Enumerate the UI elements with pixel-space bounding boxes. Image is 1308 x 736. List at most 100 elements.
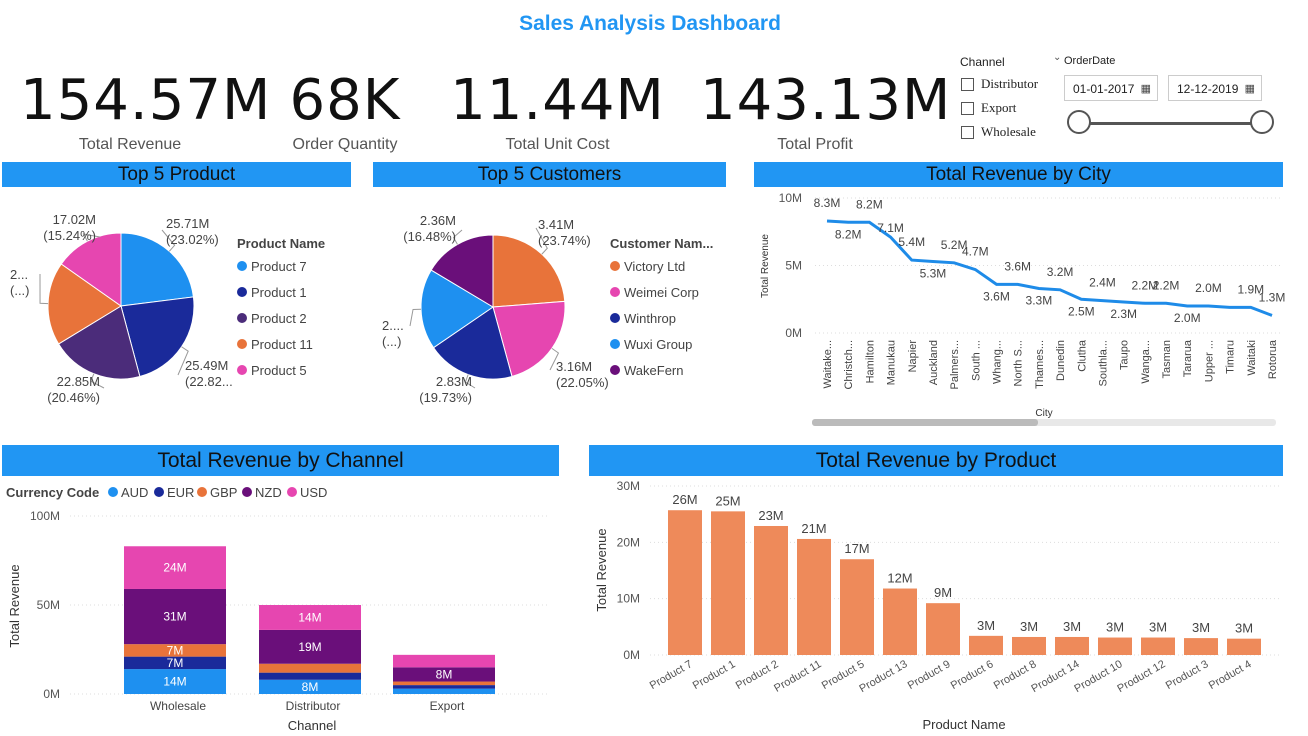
legend-marker[interactable] (287, 487, 297, 497)
date-range-handle-start[interactable] (1067, 110, 1091, 134)
legend-item[interactable]: Weimei Corp (624, 285, 699, 300)
channel-checkbox-distributor[interactable] (961, 78, 974, 91)
pie-leader-line (535, 227, 548, 255)
legend-item[interactable]: Product 11 (251, 337, 313, 352)
legend-item[interactable]: NZD (255, 485, 282, 500)
pie-slice[interactable] (120, 232, 194, 307)
legend-item[interactable]: Product 7 (251, 259, 307, 274)
pie-slice[interactable] (120, 296, 195, 378)
bar-segment[interactable] (124, 669, 226, 694)
bar-segment[interactable] (259, 663, 361, 673)
bar[interactable] (668, 510, 702, 655)
date-range-track[interactable] (1080, 122, 1262, 125)
bar[interactable] (926, 603, 960, 655)
bar[interactable] (711, 511, 745, 655)
bar-segment[interactable] (259, 672, 361, 680)
pie-slice[interactable] (430, 234, 494, 308)
legend-item[interactable]: Product 2 (251, 311, 307, 326)
legend-marker[interactable] (610, 261, 620, 271)
legend-marker[interactable] (610, 365, 620, 375)
y-tick-label: 0M (43, 687, 60, 701)
x-tick-label: Product 3 (1164, 658, 1211, 692)
kpi-total-profit-label: Total Profit (777, 136, 853, 153)
bar[interactable] (1012, 636, 1046, 655)
bar[interactable] (754, 525, 788, 655)
legend-item[interactable]: AUD (121, 485, 148, 500)
top5-product-pie-chart[interactable]: 25.71M(23.02%) 25.49M(22.82... 22.85M(20.4… (0, 190, 370, 420)
pie-slice[interactable] (432, 306, 513, 380)
legend-marker[interactable] (237, 365, 247, 375)
bar[interactable] (883, 588, 917, 655)
bar-segment[interactable] (259, 679, 361, 694)
legend-marker[interactable] (154, 487, 164, 497)
legend-item[interactable]: EUR (167, 485, 194, 500)
legend-item[interactable]: USD (300, 485, 327, 500)
chevron-down-icon[interactable]: ⌄ (1053, 52, 1062, 63)
bar[interactable] (840, 559, 874, 655)
date-to-input[interactable]: 12-12-2019 ▦ (1168, 75, 1262, 101)
legend-item[interactable]: Product 1 (251, 285, 307, 300)
data-label: 31M (163, 610, 186, 624)
channel-option-wholesale[interactable]: Wholesale (981, 124, 1036, 139)
channel-option-distributor[interactable]: Distributor (981, 76, 1039, 91)
bar[interactable] (1098, 637, 1132, 655)
scrollbar-thumb[interactable] (812, 419, 1038, 426)
legend-item[interactable]: Product 5 (251, 363, 307, 378)
bar-segment[interactable] (393, 688, 495, 694)
date-from-input[interactable]: 01-01-2017 ▦ (1064, 75, 1158, 101)
legend-marker[interactable] (237, 313, 247, 323)
legend-item[interactable]: Wuxi Group (624, 337, 692, 352)
line-series[interactable] (826, 219, 1273, 317)
bar[interactable] (969, 635, 1003, 655)
channel-checkbox-export[interactable] (961, 102, 974, 115)
x-tick-label: Product 14 (1029, 658, 1081, 695)
bar-segment[interactable] (393, 685, 495, 689)
pie-slice[interactable] (47, 263, 122, 345)
legend-marker[interactable] (108, 487, 118, 497)
bar-segment[interactable] (124, 546, 226, 589)
data-label: 3.3M (1026, 293, 1053, 307)
bar-segment[interactable] (259, 605, 361, 630)
legend-marker[interactable] (197, 487, 207, 497)
pie-leader-line (409, 308, 422, 327)
revenue-by-city-line-chart[interactable]: 0M 5M 10M 8.3M Waitake... 8.2M Christch... 8.2M… (752, 188, 1292, 433)
data-label: 14M (163, 675, 186, 689)
revenue-by-channel-bar-chart[interactable]: Currency Code AUD EUR GBP NZD USD 0M 50M 100M 14M… (0, 478, 580, 736)
legend-marker[interactable] (237, 287, 247, 297)
legend-marker[interactable] (237, 339, 247, 349)
legend-marker[interactable] (242, 487, 252, 497)
data-label: 17M (844, 541, 869, 556)
legend-item[interactable]: WakeFern (624, 363, 683, 378)
calendar-icon[interactable]: ▦ (1244, 83, 1255, 95)
x-tick-label: Whang... (992, 340, 1004, 384)
legend-marker[interactable] (610, 287, 620, 297)
bar-segment[interactable] (393, 667, 495, 682)
calendar-icon[interactable]: ▦ (1140, 83, 1151, 95)
legend-marker[interactable] (610, 313, 620, 323)
legend-item[interactable]: GBP (210, 485, 237, 500)
legend-title: Product Name (237, 236, 325, 251)
legend-marker[interactable] (610, 339, 620, 349)
bar-segment[interactable] (393, 681, 495, 686)
bar-segment[interactable] (124, 644, 226, 657)
bar[interactable] (1055, 636, 1089, 655)
bar-segment[interactable] (259, 629, 361, 664)
legend-marker[interactable] (237, 261, 247, 271)
bar-segment[interactable] (124, 656, 226, 670)
date-range-handle-end[interactable] (1250, 110, 1274, 134)
legend-item[interactable]: Winthrop (624, 311, 676, 326)
bar[interactable] (1227, 638, 1261, 655)
channel-checkbox-wholesale[interactable] (961, 126, 974, 139)
bar-segment[interactable] (124, 588, 226, 645)
bar[interactable] (1184, 638, 1218, 655)
pie-slice[interactable] (492, 300, 566, 378)
pie-leader-line (549, 347, 560, 371)
bar[interactable] (1141, 637, 1175, 655)
channel-option-export[interactable]: Export (981, 100, 1017, 115)
pie-slice[interactable] (57, 305, 141, 380)
bar[interactable] (797, 538, 831, 655)
legend-item[interactable]: Victory Ltd (624, 259, 685, 274)
bar-segment[interactable] (393, 654, 495, 668)
top5-customers-pie-chart[interactable]: 3.41M(23.74%) 3.16M(22.05%) 2.83M(19.73%) 2… (370, 190, 740, 420)
